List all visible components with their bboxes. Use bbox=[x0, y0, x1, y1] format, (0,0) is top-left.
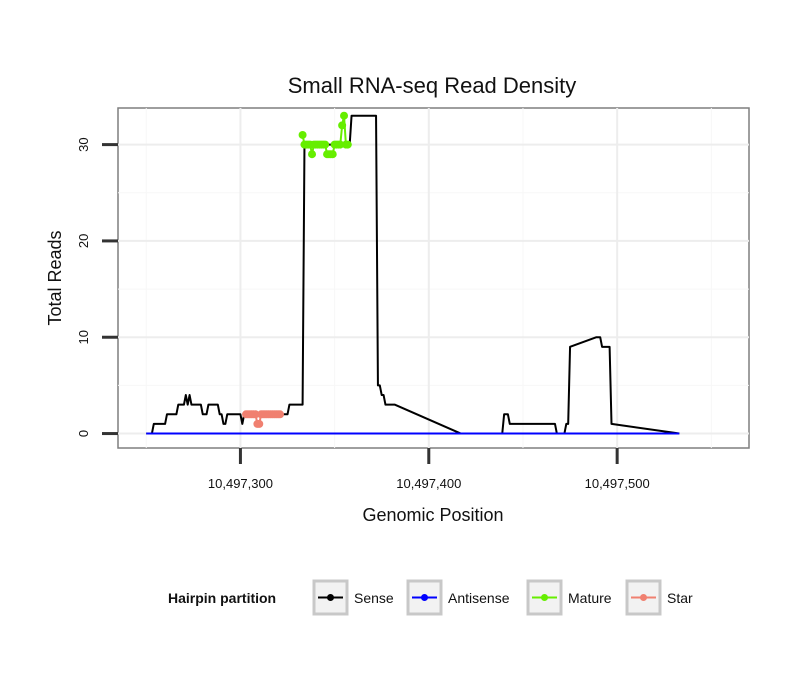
plot-panel bbox=[117, 107, 750, 449]
data-point-mature bbox=[321, 140, 330, 149]
y-tick-label: 10 bbox=[76, 330, 91, 344]
x-axis-title: Genomic Position bbox=[362, 505, 503, 525]
x-tick-label: 10,497,300 bbox=[208, 476, 273, 491]
legend-dot-mature bbox=[541, 594, 548, 601]
data-point-star bbox=[255, 419, 264, 428]
data-point-mature bbox=[298, 130, 307, 139]
data-point-mature bbox=[340, 111, 349, 120]
data-point-mature bbox=[328, 150, 337, 159]
legend-item-antisense: Antisense bbox=[406, 579, 510, 616]
legend-label-antisense: Antisense bbox=[448, 590, 510, 606]
legend-item-star: Star bbox=[625, 579, 693, 616]
legend-item-sense: Sense bbox=[312, 579, 394, 616]
data-point-mature bbox=[343, 140, 352, 149]
data-point-mature bbox=[308, 150, 317, 159]
legend-dot-sense bbox=[327, 594, 334, 601]
legend: Hairpin partition Sense Antisense Mature… bbox=[168, 579, 693, 616]
x-tick-label: 10,497,400 bbox=[396, 476, 461, 491]
y-tick-label: 30 bbox=[76, 137, 91, 151]
y-tick-label: 0 bbox=[76, 430, 91, 437]
y-axis: 0 10 20 30 bbox=[76, 137, 118, 437]
chart-title: Small RNA-seq Read Density bbox=[288, 73, 577, 98]
data-point-star bbox=[251, 410, 260, 419]
data-point-star bbox=[275, 410, 284, 419]
legend-item-mature: Mature bbox=[526, 579, 612, 616]
legend-label-sense: Sense bbox=[354, 590, 394, 606]
legend-title: Hairpin partition bbox=[168, 590, 276, 606]
data-point-mature bbox=[338, 121, 347, 130]
legend-label-mature: Mature bbox=[568, 590, 612, 606]
data-point-mature bbox=[336, 140, 345, 149]
series-points bbox=[242, 111, 352, 428]
legend-dot-star bbox=[640, 594, 647, 601]
legend-label-star: Star bbox=[667, 590, 693, 606]
series-line-sense bbox=[146, 114, 680, 435]
x-axis: 10,497,300 10,497,400 10,497,500 bbox=[208, 448, 650, 491]
legend-dot-antisense bbox=[421, 594, 428, 601]
y-axis-title: Total Reads bbox=[45, 230, 65, 325]
x-tick-label: 10,497,500 bbox=[585, 476, 650, 491]
y-tick-label: 20 bbox=[76, 234, 91, 248]
